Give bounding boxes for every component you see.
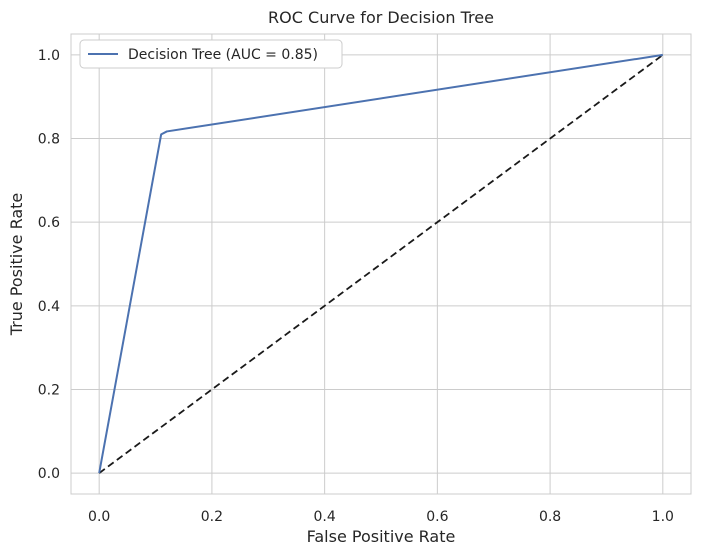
- chart-title: ROC Curve for Decision Tree: [268, 8, 494, 27]
- legend-box: [79, 39, 343, 69]
- y-tick-label: 0.2: [38, 382, 60, 398]
- y-tick-label: 0.4: [38, 299, 60, 315]
- x-tick-label: 0.8: [539, 509, 561, 525]
- grid: [71, 34, 691, 494]
- legend-label: Decision Tree (AUC = 0.85): [128, 47, 318, 63]
- y-tick-label: 0.8: [38, 132, 60, 148]
- x-tick-label: 0.6: [426, 509, 448, 525]
- roc-series-line: [98, 53, 663, 474]
- y-tick-label: 1.0: [38, 48, 60, 64]
- legend: Decision Tree (AUC = 0.85): [79, 39, 343, 69]
- y-tick-label: 0.6: [38, 215, 60, 231]
- x-tick-label: 1.0: [652, 509, 674, 525]
- x-tick-labels: 0.0 0.2 0.4 0.6 0.8 1.0: [88, 509, 674, 525]
- series-group: [98, 53, 663, 474]
- y-axis-label: True Positive Rate: [7, 193, 26, 337]
- reference-diagonal-line: [98, 54, 664, 474]
- x-tick-label: 0.0: [88, 509, 110, 525]
- reference-line-group: [98, 54, 664, 474]
- y-tick-label: 0.0: [38, 466, 60, 482]
- x-tick-label: 0.4: [314, 509, 336, 525]
- x-tick-label: 0.2: [201, 509, 223, 525]
- y-tick-labels: 0.0 0.2 0.4 0.6 0.8 1.0: [38, 48, 60, 482]
- x-axis-label: False Positive Rate: [307, 527, 456, 546]
